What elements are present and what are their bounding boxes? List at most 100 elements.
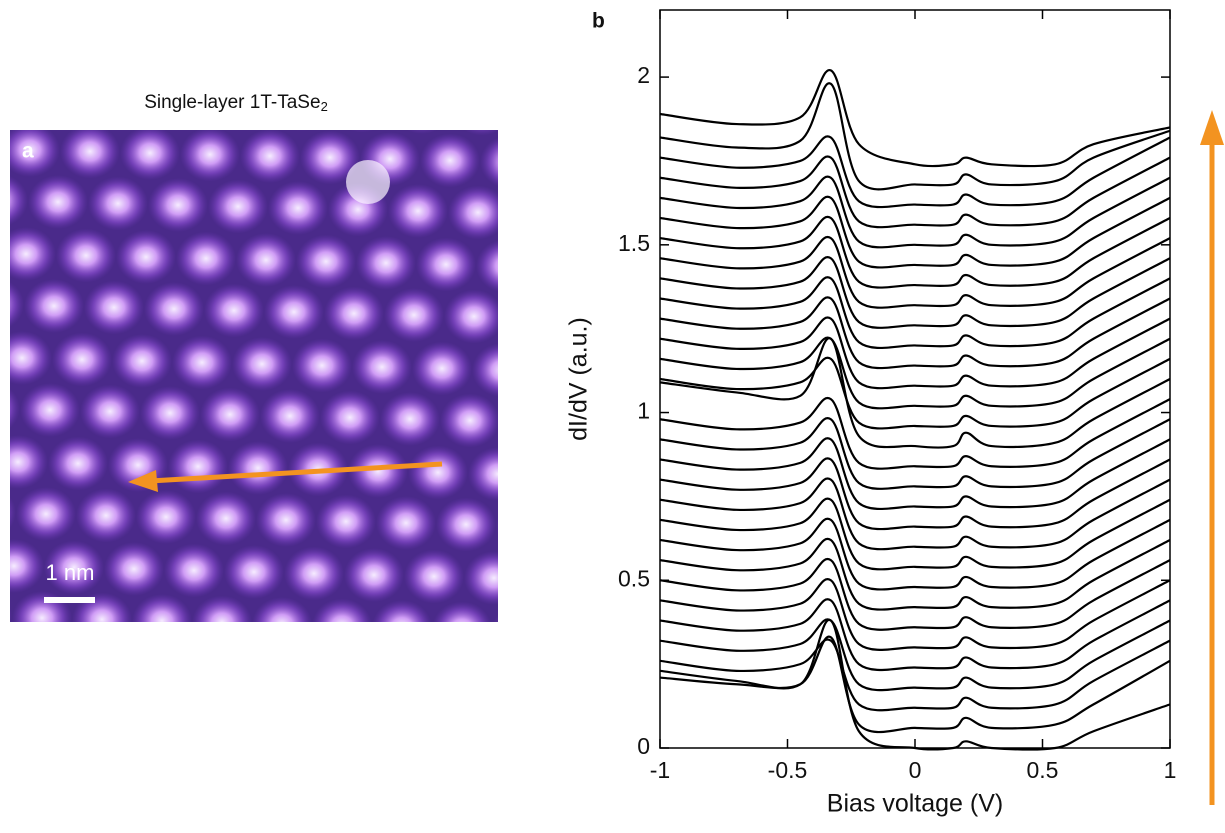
stm-spot <box>556 501 616 555</box>
stm-spot <box>376 496 436 550</box>
spectrum-line <box>659 417 1171 490</box>
stm-spot <box>284 546 344 601</box>
arrow-head <box>1200 110 1224 145</box>
stm-spot <box>256 493 316 547</box>
x-tick-label: 1 <box>1164 757 1177 783</box>
stm-spot <box>349 130 375 133</box>
stm-spot <box>10 496 16 529</box>
spectrum-line <box>659 437 1171 511</box>
x-tick-label: -1 <box>650 757 670 783</box>
stm-spot <box>0 643 40 697</box>
stm-spot <box>220 649 280 703</box>
stm-spot <box>536 241 596 295</box>
stm-spot <box>10 388 20 429</box>
stm-spot <box>196 491 256 546</box>
stm-spot <box>468 447 498 501</box>
spectrum-line <box>659 276 1171 350</box>
stm-spot <box>296 234 356 289</box>
spectrum-line <box>659 296 1171 370</box>
x-tick-label: 0 <box>909 757 922 783</box>
spectrum-line <box>659 578 1171 651</box>
stm-spot <box>204 283 264 338</box>
stm-spot <box>572 85 632 139</box>
stm-spot <box>472 343 498 397</box>
spectrum-line <box>659 618 1171 692</box>
stm-spot <box>552 605 612 659</box>
stm-spot <box>416 237 476 292</box>
stm-spot <box>132 594 192 622</box>
line-cut-arrow <box>149 461 443 484</box>
stm-spot <box>10 331 52 385</box>
stm-spot <box>480 137 498 187</box>
stm-spot <box>40 645 100 699</box>
scale-bar <box>44 597 95 603</box>
spectrum-line <box>659 557 1171 631</box>
stm-spot <box>76 488 136 543</box>
stm-spot <box>10 539 44 593</box>
spectrum-line <box>659 336 1171 410</box>
stm-spot <box>10 435 48 489</box>
stm-spot <box>10 281 24 328</box>
stm-spot <box>104 542 164 596</box>
stm-spot <box>300 130 360 185</box>
spectrum-line <box>659 477 1171 551</box>
spectrum-line <box>659 135 1171 209</box>
spectrum-line <box>659 256 1171 329</box>
stm-spot <box>324 286 384 341</box>
spectrum-line <box>659 69 1171 168</box>
stm-spot <box>20 383 80 437</box>
stm-spot <box>320 390 380 445</box>
stm-spot <box>172 335 232 390</box>
stm-spot <box>144 282 204 336</box>
stm-spot <box>56 228 116 283</box>
y-tick-label: 1.5 <box>618 230 650 256</box>
stm-spot <box>444 289 498 344</box>
stm-spot <box>92 73 152 127</box>
stm-spot <box>463 130 498 136</box>
spectrum-line <box>659 175 1171 249</box>
stm-spot <box>384 288 444 342</box>
stm-spot <box>84 280 144 335</box>
stm-spot <box>160 648 220 702</box>
stm-bright-spot <box>346 160 390 204</box>
stm-spot <box>476 239 498 293</box>
stm-spot <box>224 545 284 599</box>
spectrum-line <box>659 155 1171 229</box>
y-tick-label: 1 <box>637 398 650 424</box>
stm-spot <box>528 449 588 503</box>
stm-spot <box>164 543 224 598</box>
stm-spot <box>232 337 292 391</box>
spectrum-line <box>659 195 1171 269</box>
x-tick-label: -0.5 <box>768 757 808 783</box>
stm-spot <box>168 439 228 494</box>
spectrum-line <box>659 635 1171 734</box>
stm-spot <box>356 236 416 290</box>
stm-spot <box>52 332 112 387</box>
stm-spot <box>496 516 498 536</box>
stm-spot <box>44 540 104 595</box>
stm-spot <box>88 176 148 231</box>
spectrum-line <box>659 215 1171 289</box>
stm-spot <box>240 130 300 183</box>
stm-spot <box>200 387 260 442</box>
stm-image <box>0 70 632 711</box>
stm-spot <box>500 395 560 449</box>
stm-spot <box>436 497 496 552</box>
stm-spot <box>352 340 412 394</box>
stm-spot <box>440 393 498 448</box>
stm-spot <box>112 334 172 388</box>
stm-spot <box>0 70 32 124</box>
stm-spot <box>136 490 196 544</box>
spectrum-line <box>659 337 1171 449</box>
stm-spot <box>24 279 84 333</box>
stm-spot <box>28 175 88 229</box>
stm-spot <box>348 444 408 498</box>
stm-spot <box>464 551 498 605</box>
stm-spot <box>380 392 440 446</box>
x-axis-label: Bias voltage (V) <box>827 790 1003 818</box>
stm-spot <box>520 657 580 711</box>
stm-spot <box>120 130 180 180</box>
arrow-head <box>128 470 158 492</box>
stm-spot <box>340 652 400 706</box>
